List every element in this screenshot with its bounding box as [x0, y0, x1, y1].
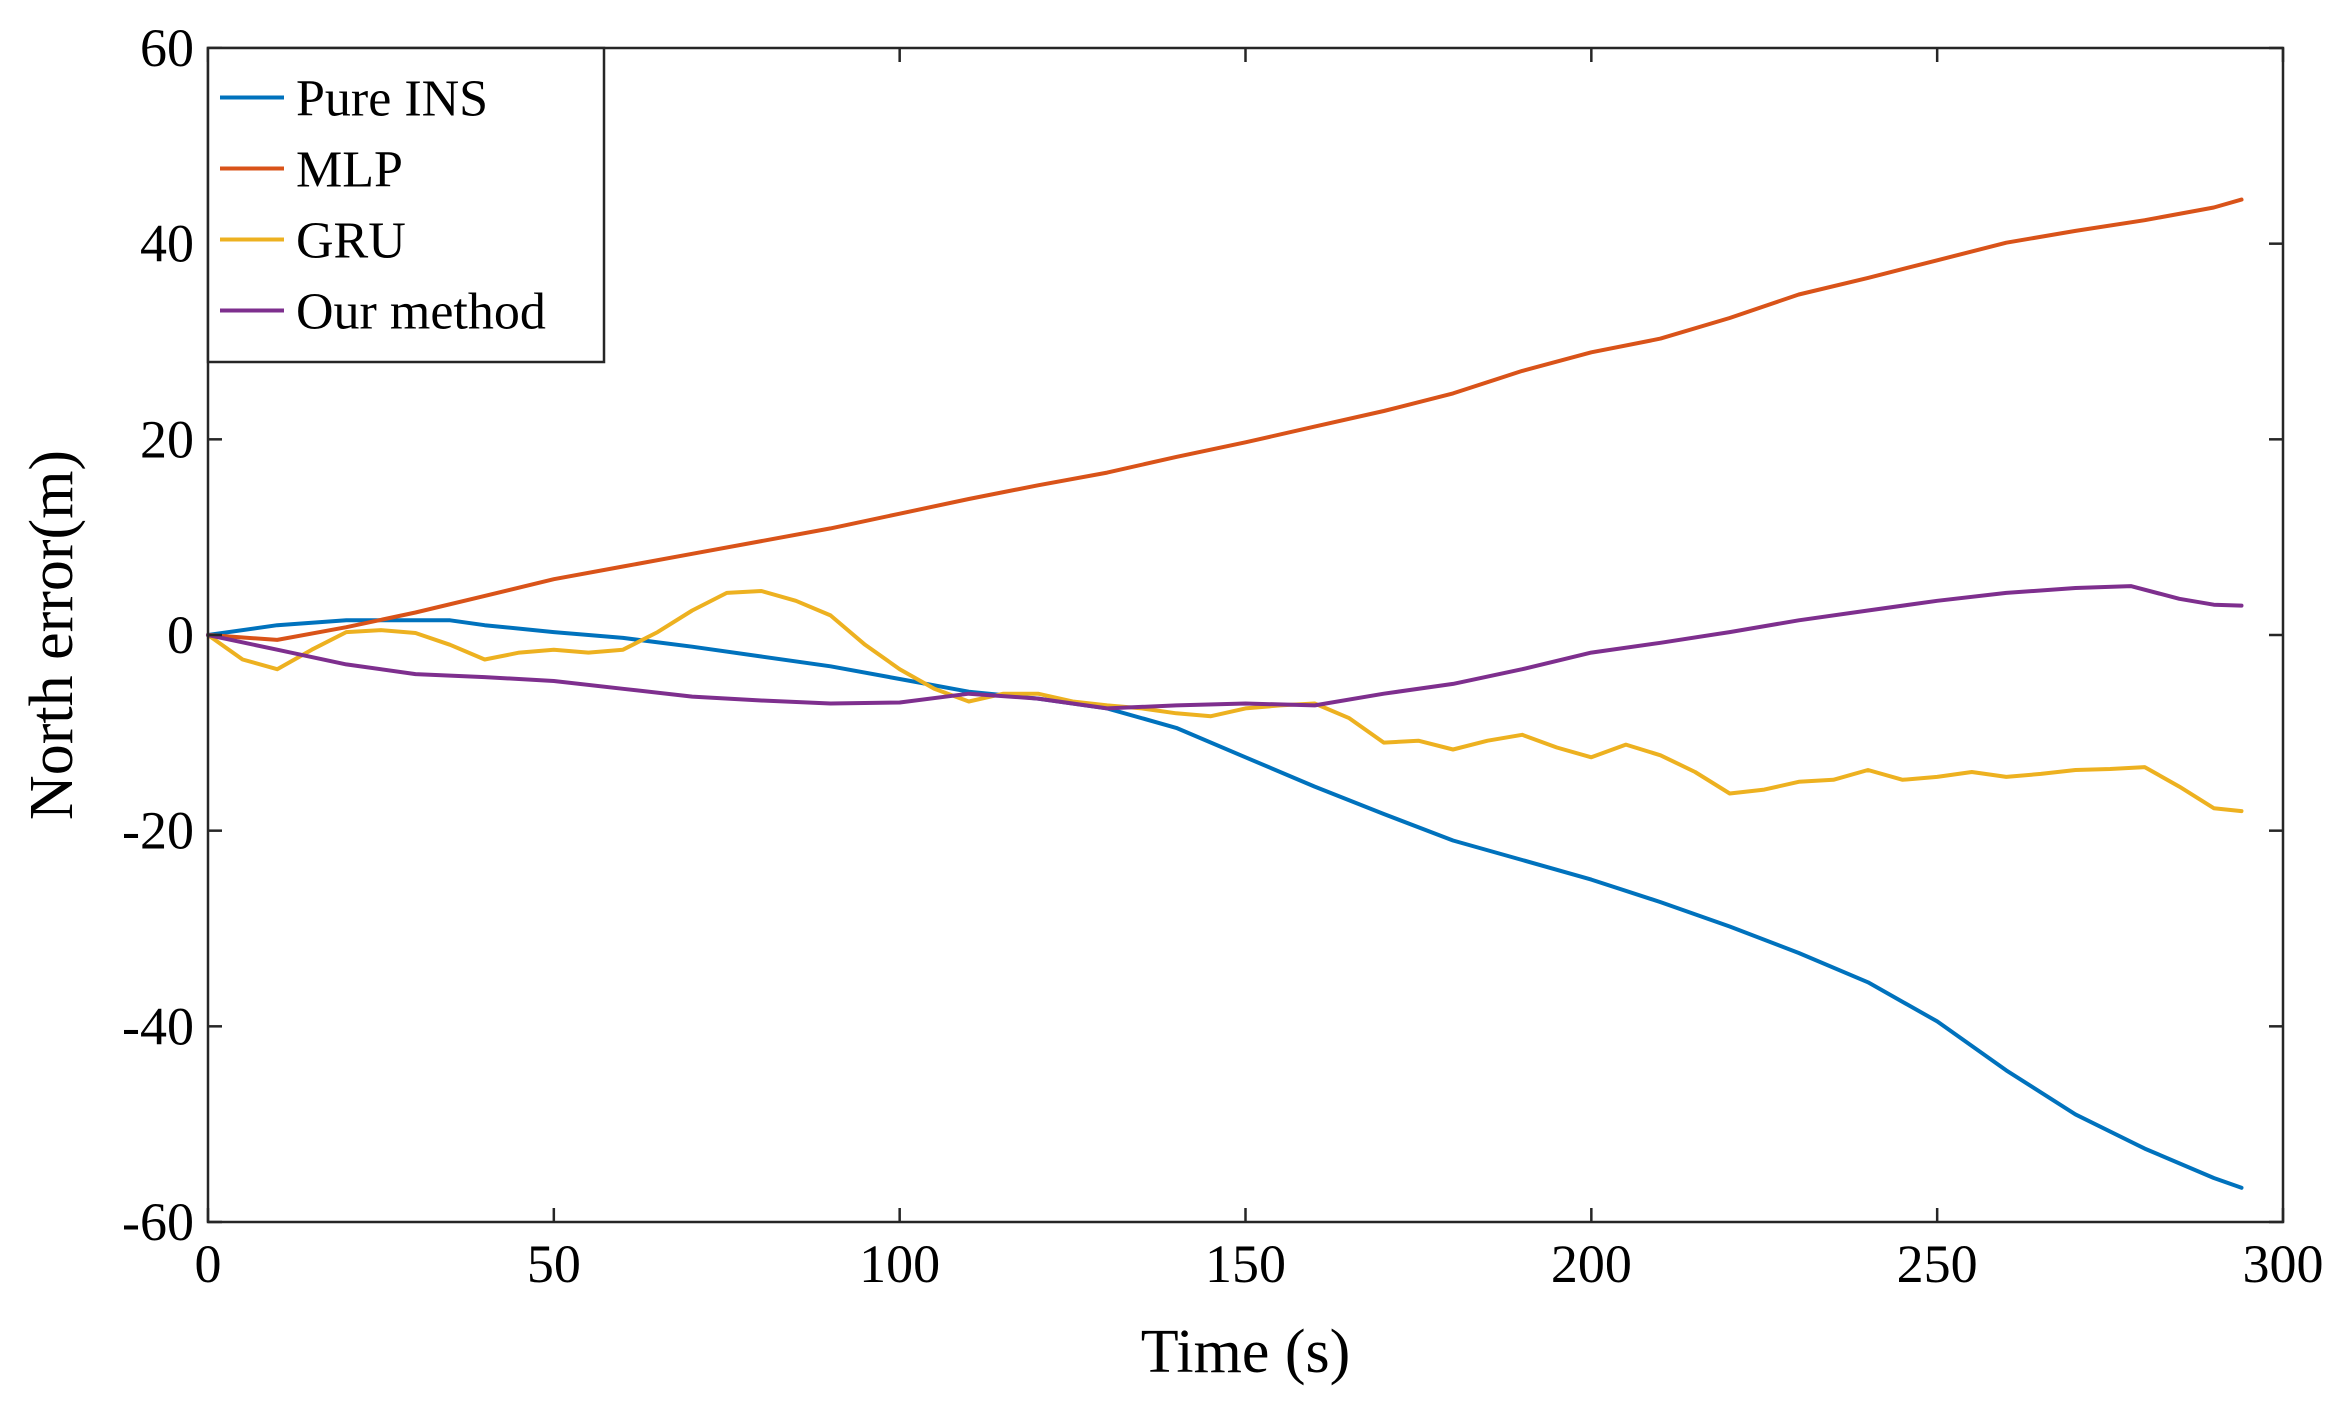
- legend-label: MLP: [296, 142, 403, 199]
- series-line-our-method: [206, 584, 2244, 711]
- x-tick-label: 300: [2243, 1234, 2324, 1294]
- y-tick-label: 20: [140, 409, 194, 469]
- legend-label: Pure INS: [296, 71, 488, 128]
- y-axis-label: North error(m): [18, 450, 86, 820]
- y-tick-label: 0: [167, 605, 194, 665]
- y-tick-label: -20: [122, 801, 194, 861]
- series-line-gru: [206, 589, 2244, 814]
- axes-layer: 0 50 100 150 200 250 300 -60 -40 -20 0 20 40 60 Time (…: [18, 18, 2324, 1386]
- y-tick-label: -40: [122, 996, 194, 1056]
- x-axis-label: Time (s): [1141, 1318, 1351, 1386]
- x-tick-label: 0: [195, 1234, 222, 1294]
- series-layer: [206, 197, 2244, 1190]
- series-line-mlp: [206, 197, 2244, 642]
- x-tick-label: 150: [1205, 1234, 1286, 1294]
- x-tick-label: 50: [527, 1234, 581, 1294]
- legend: Pure INS MLP GRU Our method: [206, 46, 606, 364]
- y-tick-label: -60: [122, 1192, 194, 1252]
- x-tick-label: 200: [1551, 1234, 1632, 1294]
- y-tick-label: 60: [140, 18, 194, 78]
- y-tick-label: 40: [140, 214, 194, 274]
- legend-label: Our method: [296, 284, 546, 341]
- series-line-pure-ins: [206, 618, 2244, 1190]
- legend-label: GRU: [296, 213, 406, 270]
- x-tick-label: 100: [859, 1234, 940, 1294]
- x-tick-label: 250: [1897, 1234, 1978, 1294]
